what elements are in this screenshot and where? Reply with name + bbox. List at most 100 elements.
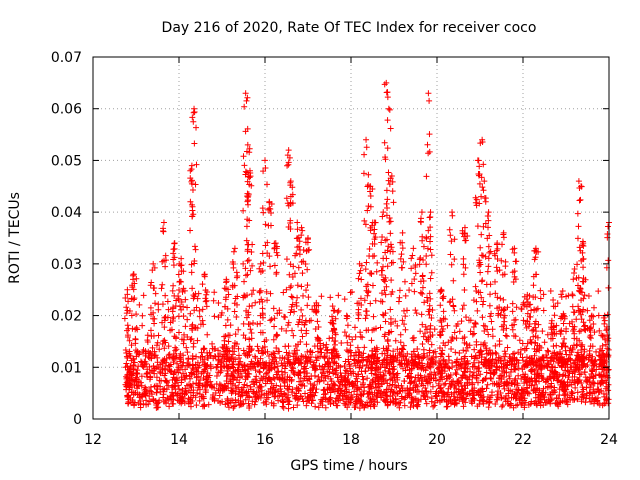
data-point <box>380 209 387 216</box>
data-point <box>414 383 421 390</box>
data-point <box>145 401 152 408</box>
data-point <box>558 343 565 350</box>
data-point <box>124 374 131 381</box>
data-point <box>304 282 311 289</box>
data-point <box>263 390 270 397</box>
data-point <box>420 243 427 250</box>
data-point <box>560 312 567 319</box>
data-point <box>496 337 503 344</box>
data-point <box>400 307 407 314</box>
data-point <box>568 364 575 371</box>
data-point <box>498 363 505 370</box>
data-point <box>233 274 240 281</box>
data-point <box>330 386 337 393</box>
data-point <box>599 362 606 369</box>
data-point <box>263 401 270 408</box>
data-point <box>439 370 446 377</box>
data-point <box>406 287 413 294</box>
data-point <box>244 382 251 389</box>
data-point <box>460 255 467 262</box>
data-point <box>521 373 528 380</box>
data-point <box>548 320 555 327</box>
data-point <box>360 350 367 357</box>
data-point <box>488 375 495 382</box>
data-point <box>397 339 404 346</box>
data-point <box>297 381 304 388</box>
data-point <box>218 358 225 365</box>
data-point <box>582 276 589 283</box>
data-point <box>162 370 169 377</box>
data-point <box>587 332 594 339</box>
data-point <box>532 377 539 384</box>
data-point <box>590 320 597 327</box>
data-point <box>210 355 217 362</box>
data-point <box>523 362 530 369</box>
data-point <box>260 259 267 266</box>
data-point <box>371 240 378 247</box>
data-point <box>382 389 389 396</box>
data-point <box>384 204 391 211</box>
data-point <box>447 372 454 379</box>
data-point <box>506 375 513 382</box>
data-point <box>377 324 384 331</box>
data-point <box>246 394 253 401</box>
data-point <box>378 388 385 395</box>
data-point <box>412 352 419 359</box>
data-point <box>427 246 434 253</box>
data-point <box>437 361 444 368</box>
data-point <box>579 249 586 256</box>
data-point <box>293 303 300 310</box>
data-point <box>417 328 424 335</box>
data-point <box>189 114 196 121</box>
data-point <box>298 393 305 400</box>
data-point <box>288 306 295 313</box>
data-point <box>162 292 169 299</box>
data-point <box>604 337 611 344</box>
data-point <box>417 372 424 379</box>
data-point <box>372 297 379 304</box>
data-point <box>124 332 131 339</box>
data-point <box>602 341 609 348</box>
data-point <box>410 245 417 252</box>
data-point <box>178 377 185 384</box>
data-point <box>584 307 591 314</box>
data-point <box>161 398 168 405</box>
data-point <box>169 400 176 407</box>
data-point <box>445 393 452 400</box>
data-point <box>355 275 362 282</box>
data-point <box>536 378 543 385</box>
data-point <box>187 403 194 410</box>
data-point <box>569 291 576 298</box>
data-point <box>289 301 296 308</box>
data-point <box>462 264 469 271</box>
data-point <box>359 334 366 341</box>
data-point <box>439 347 446 354</box>
grid-lines <box>93 57 609 419</box>
data-point <box>518 306 525 313</box>
data-point <box>241 103 248 110</box>
data-point <box>209 392 216 399</box>
data-point <box>408 373 415 380</box>
data-point <box>383 255 390 262</box>
data-point <box>315 404 322 411</box>
data-point <box>540 307 547 314</box>
data-point <box>579 308 586 315</box>
data-point <box>533 248 540 255</box>
data-point <box>498 257 505 264</box>
data-point <box>563 361 570 368</box>
data-point <box>192 361 199 368</box>
data-point <box>485 224 492 231</box>
data-point <box>602 377 609 384</box>
data-point <box>427 233 434 240</box>
data-point <box>473 298 480 305</box>
data-point <box>179 362 186 369</box>
data-point <box>531 320 538 327</box>
data-point <box>242 352 249 359</box>
data-point <box>469 331 476 338</box>
data-point <box>474 307 481 314</box>
data-point <box>446 299 453 306</box>
data-point <box>351 388 358 395</box>
data-point <box>246 217 253 224</box>
data-point <box>450 302 457 309</box>
data-point <box>458 383 465 390</box>
